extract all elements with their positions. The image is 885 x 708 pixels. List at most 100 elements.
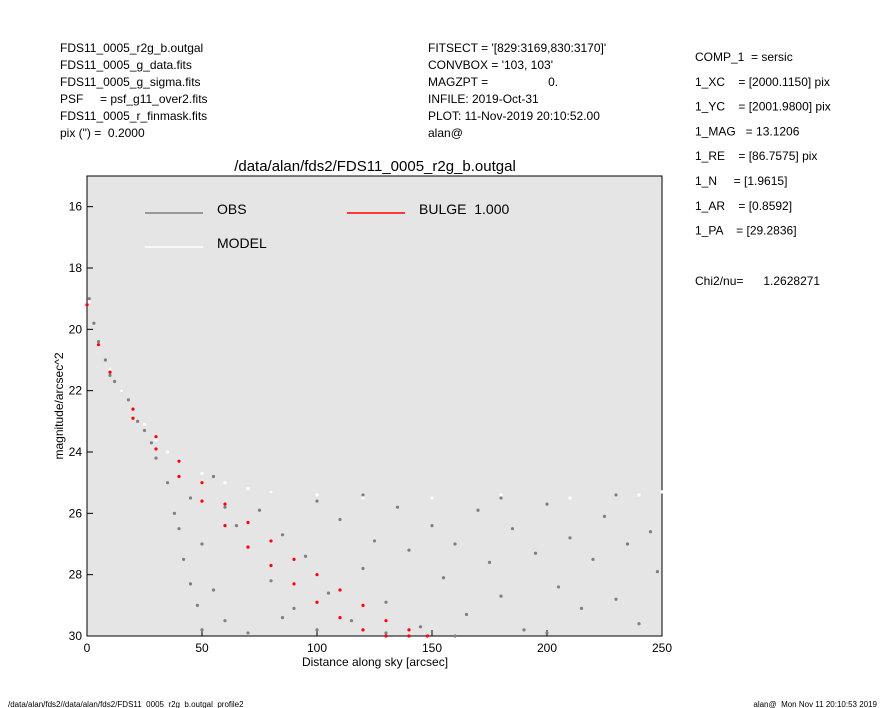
header-left-line: FDS11_0005_g_data.fits bbox=[60, 58, 192, 72]
data-point bbox=[200, 499, 204, 503]
fit-parameter: 1_RE = [86.7575] pix bbox=[695, 149, 817, 163]
data-point bbox=[246, 487, 250, 491]
data-point bbox=[315, 573, 319, 577]
y-axis-label: magnitude/arcsec^2 bbox=[52, 352, 66, 459]
y-tick-label: 16 bbox=[69, 200, 83, 214]
data-point bbox=[211, 588, 216, 592]
data-point bbox=[269, 490, 273, 494]
data-point bbox=[223, 619, 227, 623]
header-left-line: FDS11_0005_g_sigma.fits bbox=[60, 75, 201, 89]
data-point bbox=[257, 508, 262, 512]
data-point bbox=[172, 511, 176, 515]
y-tick-label: 18 bbox=[69, 261, 83, 275]
x-tick-label: 200 bbox=[537, 641, 557, 655]
x-tick-label: 150 bbox=[422, 641, 442, 655]
data-point bbox=[522, 628, 526, 632]
legend-label: BULGE 1.000 bbox=[419, 201, 509, 217]
data-point bbox=[234, 524, 239, 528]
data-point bbox=[338, 616, 342, 620]
data-point bbox=[200, 628, 204, 632]
data-point bbox=[476, 508, 480, 512]
data-point bbox=[349, 619, 354, 623]
x-tick-label: 100 bbox=[307, 641, 327, 655]
data-point bbox=[165, 450, 170, 454]
data-point bbox=[200, 471, 204, 476]
x-tick-label: 0 bbox=[84, 641, 91, 655]
y-tick-label: 24 bbox=[69, 445, 83, 459]
data-point bbox=[579, 606, 584, 611]
fit-parameter: 1_PA = [29.2836] bbox=[695, 224, 797, 238]
data-point bbox=[269, 539, 273, 543]
fit-parameter: 1_YC = [2001.9800] pix bbox=[695, 100, 831, 114]
data-point bbox=[280, 533, 285, 537]
data-point bbox=[441, 576, 446, 580]
header-left-line: FDS11_0005_r_finmask.fits bbox=[60, 109, 207, 123]
data-point bbox=[384, 631, 388, 635]
data-point bbox=[108, 373, 112, 377]
data-point bbox=[418, 625, 423, 629]
data-point bbox=[223, 481, 227, 485]
data-point bbox=[637, 493, 641, 497]
data-point bbox=[453, 542, 457, 546]
data-point bbox=[384, 619, 388, 623]
data-point bbox=[223, 505, 227, 509]
data-point bbox=[108, 370, 112, 374]
data-point bbox=[87, 300, 91, 304]
data-point bbox=[223, 524, 227, 528]
footer-left: /data/alan/fds2//data/alan/fds2/FDS11_00… bbox=[8, 700, 244, 708]
data-point bbox=[510, 527, 515, 531]
data-point bbox=[154, 438, 158, 442]
fit-parameter: 1_MAG = 13.1206 bbox=[695, 124, 800, 138]
data-point bbox=[637, 622, 641, 626]
legend-label: MODEL bbox=[217, 235, 267, 251]
data-point bbox=[292, 582, 296, 586]
data-point bbox=[614, 597, 618, 601]
data-point bbox=[372, 539, 377, 543]
data-point bbox=[591, 557, 595, 561]
data-point bbox=[361, 566, 365, 571]
data-point bbox=[568, 536, 572, 540]
data-point bbox=[602, 514, 607, 519]
data-point bbox=[315, 493, 319, 497]
data-point bbox=[533, 551, 538, 555]
data-point bbox=[614, 493, 618, 497]
chart-title: /data/alan/fds2/FDS11_0005_r2g_b.outgal bbox=[234, 158, 516, 175]
header-center-line: FITSECT = '[829:3169,830:3170]' bbox=[428, 41, 606, 55]
fit-parameter: 1_AR = [0.8592] bbox=[695, 199, 792, 213]
data-point bbox=[568, 496, 572, 500]
data-point bbox=[361, 603, 365, 607]
x-axis-label: Distance along sky [arcsec] bbox=[302, 655, 448, 669]
data-point bbox=[326, 591, 331, 595]
data-point bbox=[246, 545, 250, 549]
data-point bbox=[85, 303, 89, 307]
fit-parameter: 1_N = [1.9615] bbox=[695, 174, 787, 188]
data-point bbox=[545, 502, 549, 506]
data-point bbox=[154, 447, 158, 451]
data-point bbox=[177, 474, 181, 479]
chi2: Chi2/nu= 1.2628271 bbox=[695, 274, 820, 288]
data-point bbox=[499, 496, 503, 500]
data-point bbox=[149, 441, 153, 445]
data-point bbox=[142, 422, 147, 426]
data-point bbox=[556, 585, 561, 589]
data-point bbox=[182, 557, 186, 561]
x-tick-label: 50 bbox=[195, 641, 209, 655]
data-point bbox=[177, 459, 181, 463]
data-point bbox=[425, 634, 429, 638]
data-point bbox=[361, 493, 365, 497]
data-point bbox=[269, 563, 273, 568]
data-point bbox=[200, 481, 204, 485]
data-point bbox=[655, 570, 660, 574]
x-tick-label: 250 bbox=[652, 641, 672, 655]
data-point bbox=[395, 505, 400, 509]
data-point bbox=[188, 496, 193, 500]
legend-label: OBS bbox=[217, 201, 247, 217]
data-point bbox=[177, 527, 181, 531]
data-point bbox=[303, 554, 308, 558]
data-point bbox=[223, 502, 227, 506]
data-point bbox=[103, 358, 107, 362]
data-point bbox=[407, 628, 411, 632]
data-point bbox=[384, 600, 388, 604]
data-point bbox=[96, 343, 101, 347]
